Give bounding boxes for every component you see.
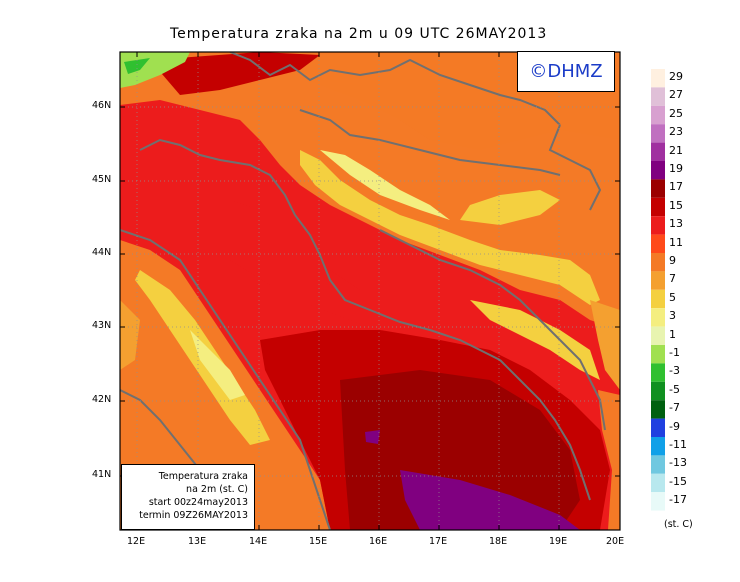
lon-label-13e: 13E <box>188 536 207 547</box>
colorbar-swatch <box>651 179 665 198</box>
dhmz-logo: ©DHMZ <box>517 51 615 92</box>
colorbar-level-label: 13 <box>669 217 683 231</box>
colorbar-level-label: -1 <box>669 346 680 359</box>
info-box: Temperatura zraka na 2m (st. C) start 00… <box>121 464 255 530</box>
lat-label-42n: 42N <box>92 394 112 405</box>
colorbar-level-label: 11 <box>669 235 683 249</box>
colorbar-swatch <box>651 381 665 401</box>
colorbar-level-label: 3 <box>669 309 676 323</box>
colorbar-level-label: 1 <box>669 327 676 341</box>
colorbar-swatch <box>651 142 665 161</box>
info-line-1: Temperatura zraka <box>158 471 248 482</box>
colorbar-level-label: -15 <box>669 474 687 488</box>
lon-label-17e: 17E <box>429 536 448 547</box>
colorbar-swatch <box>651 400 665 419</box>
info-line-3: start 00z24may2013 <box>148 497 248 508</box>
colorbar-level-label: 5 <box>669 290 676 304</box>
colorbar-level-label: -17 <box>669 493 687 507</box>
colorbar-level-label: -7 <box>669 401 680 415</box>
colorbar-level-label: 9 <box>669 254 676 267</box>
colorbar-level-label: 7 <box>669 272 676 286</box>
colorbar-swatch <box>651 289 665 309</box>
lon-label-14e: 14E <box>249 536 268 547</box>
colorbar-swatch <box>651 234 665 253</box>
colorbar-swatch <box>651 363 665 382</box>
colorbar-level-label: 15 <box>669 198 683 212</box>
colorbar-level-label: -13 <box>669 456 687 470</box>
lat-label-43n: 43N <box>92 320 112 331</box>
colorbar-swatch <box>651 197 665 217</box>
map-title-text: Temperatura zraka na 2m u 09 UTC 26MAY20… <box>170 26 548 42</box>
lat-label-44n: 44N <box>92 247 112 258</box>
lon-label-19e: 19E <box>549 536 568 547</box>
graticule <box>120 52 620 530</box>
info-line-2: na 2m (st. C) <box>186 484 248 495</box>
lon-label-12e: 12E <box>127 536 146 547</box>
colorbar-level-label: 19 <box>669 162 683 175</box>
colorbar-level-label: -11 <box>669 438 687 451</box>
colorbar-level-label: 21 <box>669 143 683 157</box>
colorbar-swatch <box>651 161 665 180</box>
colorbar-swatch <box>651 473 665 493</box>
colorbar-swatch <box>651 105 665 125</box>
lat-label-41n: 41N <box>92 469 112 480</box>
lat-label-46n: 46N <box>92 100 112 111</box>
lon-label-20e: 20E <box>606 536 625 547</box>
colorbar-swatch <box>651 69 665 88</box>
colorbar-level-label: -9 <box>669 419 680 433</box>
colorbar-swatch <box>651 216 665 235</box>
map-frame <box>119 51 621 531</box>
colorbar-level-label: 29 <box>669 70 683 83</box>
colorbar-swatch <box>651 326 665 345</box>
colorbar-swatch <box>651 455 665 474</box>
colorbar-swatch <box>651 87 665 106</box>
coastlines <box>120 52 606 530</box>
lon-label-18e: 18E <box>489 536 508 547</box>
colorbar-level-label: -5 <box>669 382 680 396</box>
colorbar-swatch <box>651 418 665 437</box>
colorbar-swatch <box>651 437 665 456</box>
temperature-field <box>120 52 620 530</box>
lon-label-16e: 16E <box>369 536 388 547</box>
colorbar-swatch <box>651 271 665 290</box>
colorbar-level-label: 25 <box>669 106 683 120</box>
colorbar-level-label: -3 <box>669 364 680 378</box>
colorbar-level-label: 27 <box>669 88 683 102</box>
colorbar-swatch <box>651 492 665 511</box>
colorbar <box>651 69 665 511</box>
colorbar-unit: (st. C) <box>664 519 693 530</box>
lon-label-15e: 15E <box>309 536 328 547</box>
colorbar-swatch <box>651 253 665 272</box>
colorbar-swatch <box>651 124 665 143</box>
colorbar-swatch <box>651 345 665 364</box>
lat-label-45n: 45N <box>92 174 112 185</box>
info-line-4: termin 09Z26MAY2013 <box>139 510 248 521</box>
colorbar-swatch <box>651 308 665 327</box>
colorbar-level-label: 17 <box>669 180 683 194</box>
colorbar-level-label: 23 <box>669 125 683 139</box>
